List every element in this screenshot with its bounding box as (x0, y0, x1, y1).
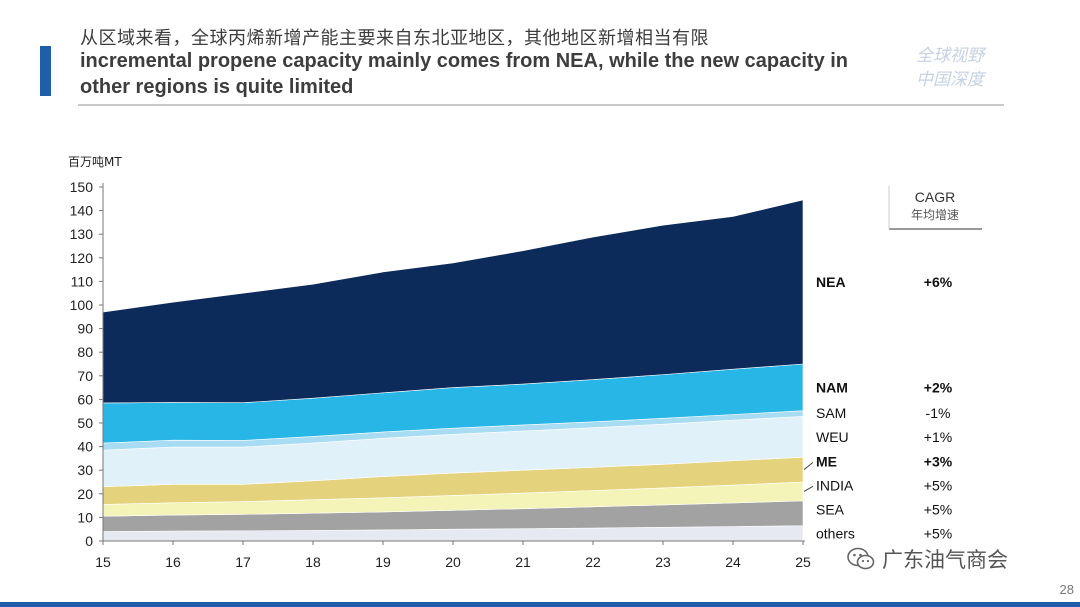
x-tick-label: 22 (585, 554, 601, 570)
y-tick-label: 140 (70, 203, 94, 219)
cagr-value-nea: +6% (924, 274, 953, 290)
cagr-value-sam: -1% (926, 405, 951, 421)
cagr-value-sea: +5% (924, 501, 952, 517)
x-tick-label: 25 (795, 554, 811, 570)
leader-line-india (803, 485, 814, 492)
y-tick-label: 100 (70, 297, 94, 313)
wechat-icon (847, 547, 875, 570)
x-tick-label: 20 (445, 554, 461, 570)
y-tick-label: 110 (71, 273, 94, 289)
brand-slogan-line-2: 中国深度 (916, 70, 984, 90)
y-tick-label: 50 (77, 415, 93, 431)
series-label-india: INDIA (816, 477, 854, 493)
leader-line-me (803, 461, 814, 470)
x-tick-label: 19 (375, 554, 391, 570)
x-tick-label: 15 (95, 554, 111, 570)
y-tick-label: 60 (77, 391, 93, 407)
title-accent-bar (40, 46, 51, 96)
footer-bar (0, 602, 1080, 607)
x-tick-label: 18 (305, 554, 321, 570)
y-tick-label: 90 (77, 321, 93, 337)
cagr-value-nam: +2% (924, 379, 953, 395)
cagr-value-india: +5% (924, 477, 952, 493)
y-tick-label: 120 (70, 250, 94, 266)
x-tick-label: 23 (655, 554, 671, 570)
y-tick-label: 130 (70, 226, 94, 242)
cagr-value-others: +5% (924, 525, 952, 541)
cagr-value-me: +3% (924, 453, 953, 469)
y-axis-unit-label: 百万吨MT (68, 155, 122, 169)
brand-slogan: 全球视野 中国深度 (895, 44, 1005, 92)
series-labels: CAGR 年均增速 others +5% SEA +5% INDIA +5% ME +3% WEU +… (803, 186, 982, 541)
page-number: 28 (1059, 582, 1074, 597)
slide-title-english: incremental propene capacity mainly come… (80, 50, 849, 98)
cagr-header: CAGR (915, 189, 955, 205)
y-tick-label: 80 (77, 344, 93, 360)
area-nea (102, 199, 804, 404)
series-label-weu: WEU (816, 429, 849, 445)
series-label-nam: NAM (816, 379, 848, 395)
title-divider (78, 104, 1004, 106)
y-tick-label: 10 (77, 509, 93, 525)
x-tick-label: 24 (725, 554, 741, 570)
area-layers (102, 199, 804, 542)
slide-title-chinese: 从区域来看，全球丙烯新增产能主要来自东北亚地区，其他地区新增相当有限 (80, 28, 709, 49)
series-label-sam: SAM (816, 405, 846, 421)
cagr-header-chinese: 年均增速 (911, 208, 959, 222)
series-label-nea: NEA (816, 274, 846, 290)
y-tick-label: 40 (77, 439, 93, 455)
y-tick-label: 20 (77, 486, 93, 502)
x-tick-label: 17 (235, 554, 251, 570)
wechat-watermark: 广东油气商会 (846, 544, 1008, 574)
x-tick-label: 16 (165, 554, 181, 570)
series-label-me: ME (816, 453, 837, 469)
y-tick-label: 30 (77, 462, 93, 478)
watermark-text: 广东油气商会 (882, 548, 1008, 572)
series-label-others: others (816, 525, 855, 541)
y-tick-label: 70 (77, 368, 93, 384)
brand-slogan-line-1: 全球视野 (916, 46, 984, 66)
y-tick-label: 150 (70, 179, 94, 195)
series-label-sea: SEA (816, 501, 845, 517)
y-tick-label: 0 (85, 533, 93, 549)
chart-axes: 百万吨MT 0 10 20 30 40 50 60 70 80 90 100 110 120 130 140 1… (68, 155, 811, 570)
x-tick-label: 21 (515, 554, 531, 570)
cagr-value-weu: +1% (924, 429, 952, 445)
